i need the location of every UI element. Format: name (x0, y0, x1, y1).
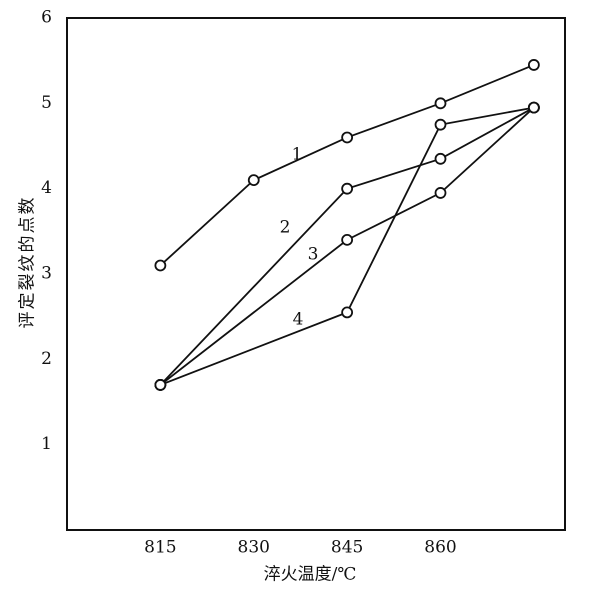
y-tick-label: 2 (41, 349, 52, 369)
series-label: 2 (280, 218, 291, 238)
marker (341, 306, 354, 319)
y-tick-label: 4 (41, 178, 52, 198)
x-tick-label: 815 (144, 538, 176, 558)
x-axis-label: 淬火温度/℃ (264, 565, 357, 585)
marker (247, 174, 260, 187)
series-line (160, 106, 535, 386)
series-label: 3 (308, 245, 319, 265)
series-label: 1 (292, 145, 303, 165)
series-line (159, 106, 535, 386)
marker (434, 118, 447, 131)
marker (341, 131, 354, 144)
x-tick-label: 830 (238, 538, 270, 558)
marker (434, 152, 447, 165)
series-label: 4 (293, 310, 304, 330)
x-tick-label: 845 (331, 538, 363, 558)
y-tick-label: 5 (41, 93, 52, 113)
marker (434, 97, 447, 110)
marker (154, 259, 167, 272)
marker (434, 187, 447, 199)
y-tick-label: 3 (41, 264, 52, 284)
marker (527, 101, 540, 114)
marker (154, 379, 167, 391)
marker (341, 233, 354, 246)
y-tick-label: 1 (41, 434, 52, 454)
marker (527, 59, 540, 71)
series-line (159, 106, 535, 386)
marker (341, 182, 354, 195)
y-tick-label: 6 (41, 8, 52, 28)
y-axis-label: 评定裂纹的点数 (18, 196, 38, 329)
x-tick-label: 860 (424, 538, 456, 558)
plot-frame (66, 17, 566, 531)
